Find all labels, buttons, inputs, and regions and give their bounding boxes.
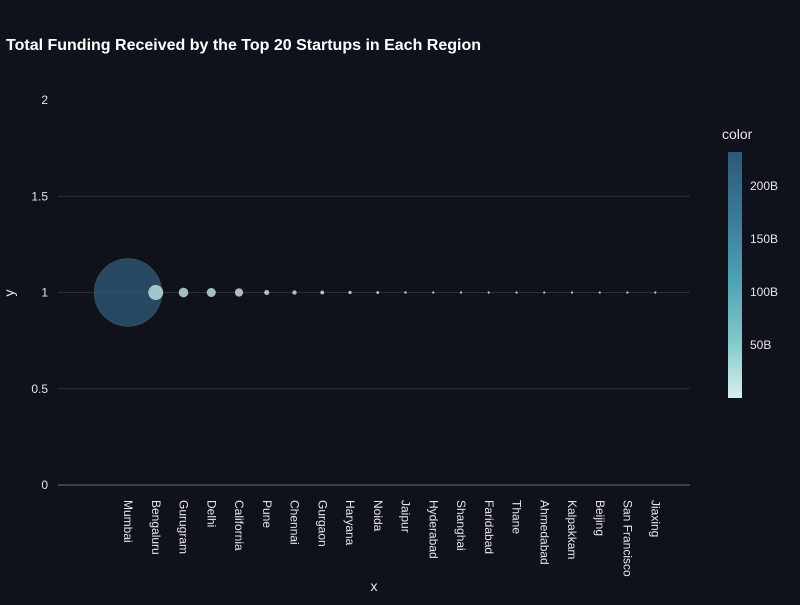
data-point: [320, 290, 325, 295]
data-point: [431, 291, 435, 294]
x-tick-label: Jaipur: [399, 500, 413, 533]
x-tick-label: Hyderabad: [426, 500, 440, 559]
x-tick-label: Chennai: [288, 500, 302, 545]
x-tick-label: Delhi: [204, 500, 218, 527]
x-tick-labels: Mumbai Bengaluru Gurugram Delhi California Pu…: [121, 500, 662, 577]
x-tick-label: San Francisco: [621, 500, 635, 577]
data-point: [487, 291, 491, 294]
x-axis-title: x: [371, 578, 378, 594]
data-point: [459, 291, 463, 294]
x-tick-label: Thane: [510, 500, 524, 534]
x-tick-label: Beijing: [593, 500, 607, 536]
x-tick-label: California: [232, 500, 246, 551]
x-tick-label: Ahmedabad: [537, 500, 551, 565]
x-tick-label: Haryana: [343, 500, 357, 546]
data-point: [234, 288, 244, 297]
data-point: [653, 291, 657, 294]
y-tick-labels: 0 0.5 1 1.5 2: [31, 93, 48, 492]
y-tick-label: 1: [41, 286, 48, 300]
data-point: [515, 291, 518, 294]
x-tick-label: Faridabad: [482, 500, 496, 554]
data-point: [570, 291, 574, 294]
x-tick-label: Gurugram: [177, 500, 191, 554]
data-point: [206, 287, 216, 298]
x-tick-label: Gurgaon: [315, 500, 329, 547]
data-points: [93, 258, 657, 327]
y-tick-label: 1.5: [31, 189, 48, 203]
data-point: [376, 290, 380, 295]
x-tick-label: Shanghai: [454, 500, 468, 551]
data-point: [348, 290, 352, 295]
colorbar-tick-label: 200B: [750, 179, 778, 193]
colorbar: color 50B 100B 150B 200B: [722, 126, 778, 398]
y-axis-title: y: [1, 290, 17, 297]
x-tick-label: Mumbai: [121, 500, 135, 543]
data-point: [264, 289, 270, 296]
y-tick-label: 0: [41, 478, 48, 492]
colorbar-tick-label: 150B: [750, 232, 778, 246]
x-tick-label: Pune: [260, 500, 274, 528]
x-tick-label: Kalpakkam: [565, 500, 579, 559]
data-point: [598, 291, 602, 294]
colorbar-tick-label: 100B: [750, 285, 778, 299]
x-tick-label: Jiaxing: [648, 500, 662, 537]
colorbar-tick-label: 50B: [750, 338, 771, 352]
x-tick-label: Bengaluru: [149, 500, 163, 555]
y-tick-label: 0.5: [31, 382, 48, 396]
chart-title: Total Funding Received by the Top 20 Sta…: [6, 37, 481, 54]
data-point: [178, 287, 189, 298]
data-point: [626, 291, 629, 294]
data-point: [148, 284, 164, 301]
colorbar-title: color: [722, 126, 753, 142]
colorbar-gradient: [728, 152, 742, 398]
y-tick-label: 2: [41, 93, 48, 107]
data-point: [292, 290, 297, 295]
data-point: [542, 291, 546, 294]
x-tick-label: Noida: [371, 500, 385, 532]
grid-layer: [58, 195, 690, 486]
data-point: [404, 291, 407, 294]
colorbar-tick-labels: 50B 100B 150B 200B: [750, 179, 778, 352]
